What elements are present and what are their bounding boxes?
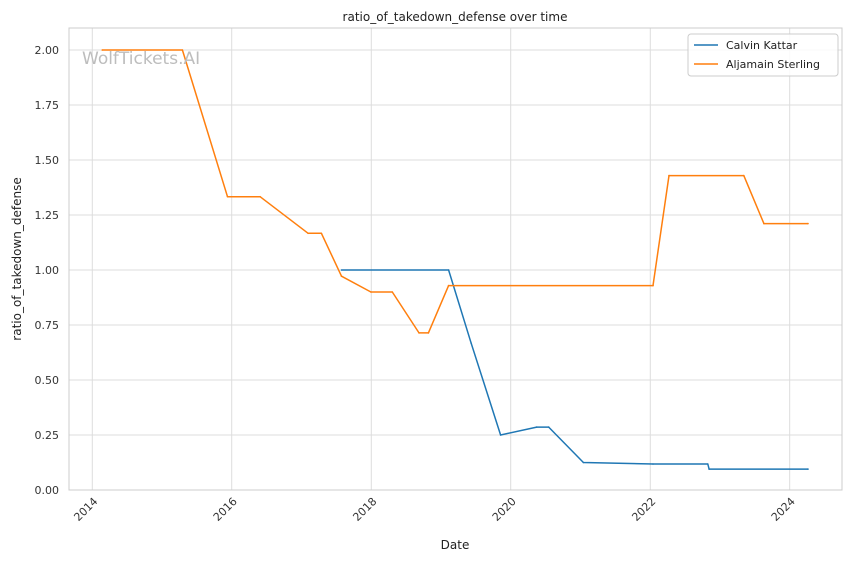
data-point-aljamain-sterling <box>447 284 450 287</box>
x-tick-label: 2022 <box>629 495 658 524</box>
x-axis-ticks: 2014 2016 2018 2020 2022 2024 <box>71 495 797 524</box>
legend: Calvin Kattar Aljamain Sterling <box>687 33 839 77</box>
y-axis-title: ratio_of_takedown_defense <box>10 177 24 340</box>
data-point-calvin-kattar <box>652 463 654 465</box>
data-point-calvin-kattar <box>535 426 538 428</box>
y-tick-label: 0.00 <box>35 484 60 497</box>
data-point-calvin-kattar <box>707 463 709 465</box>
legend-box <box>687 33 839 77</box>
chart-title: ratio_of_takedown_defense over time <box>343 10 568 24</box>
data-point-aljamain-sterling <box>340 275 343 278</box>
data-point-aljamain-sterling <box>320 232 323 235</box>
y-tick-label: 1.00 <box>35 264 60 277</box>
data-point-calvin-kattar <box>547 426 550 428</box>
y-tick-label: 1.25 <box>35 209 60 222</box>
data-point-calvin-kattar <box>582 461 585 464</box>
legend-label-calvin-kattar: Calvin Kattar <box>726 39 798 52</box>
x-tick-label: 2024 <box>769 495 798 524</box>
y-axis-ticks: 0.00 0.25 0.50 0.75 1.00 1.25 1.50 1.75 2.00 <box>35 44 60 497</box>
data-point-aljamain-sterling <box>427 332 430 334</box>
x-tick-label: 2014 <box>71 495 100 524</box>
x-axis-title: Date <box>441 538 470 552</box>
plot-area-frame <box>68 27 843 491</box>
data-point-aljamain-sterling <box>763 222 765 225</box>
data-point-aljamain-sterling <box>807 222 809 225</box>
data-point-aljamain-sterling <box>226 195 229 198</box>
y-tick-label: 1.50 <box>35 154 60 167</box>
data-point-aljamain-sterling <box>259 195 261 198</box>
data-point-calvin-kattar <box>499 434 502 436</box>
series-calvin-kattar <box>340 269 809 470</box>
data-point-aljamain-sterling <box>370 291 372 293</box>
x-tick-label: 2016 <box>211 495 240 524</box>
data-point-calvin-kattar <box>807 468 809 470</box>
data-point-aljamain-sterling <box>101 49 103 51</box>
y-tick-label: 0.25 <box>35 429 60 442</box>
y-tick-label: 0.50 <box>35 374 60 387</box>
series-layer <box>101 49 809 470</box>
data-point-aljamain-sterling <box>743 174 745 177</box>
x-tick-label: 2018 <box>350 495 379 524</box>
data-point-aljamain-sterling <box>652 284 654 287</box>
data-point-calvin-kattar <box>708 468 710 470</box>
grid-lines <box>69 28 842 491</box>
x-tick-label: 2020 <box>490 495 519 524</box>
y-tick-label: 0.75 <box>35 319 60 332</box>
data-point-aljamain-sterling <box>668 174 670 177</box>
data-point-aljamain-sterling <box>181 49 184 51</box>
data-point-calvin-kattar <box>447 269 450 271</box>
data-point-calvin-kattar <box>340 269 343 271</box>
data-point-calvin-kattar <box>470 342 473 345</box>
y-tick-label: 1.75 <box>35 99 60 112</box>
data-point-aljamain-sterling <box>307 232 309 235</box>
series-line-calvin-kattar <box>341 269 808 470</box>
data-point-aljamain-sterling <box>391 291 394 293</box>
legend-label-aljamain-sterling: Aljamain Sterling <box>726 58 820 71</box>
data-point-aljamain-sterling <box>418 332 420 334</box>
watermark: WolfTickets.AI <box>82 49 200 69</box>
y-tick-label: 2.00 <box>35 44 60 57</box>
series-aljamain-sterling <box>101 49 809 334</box>
